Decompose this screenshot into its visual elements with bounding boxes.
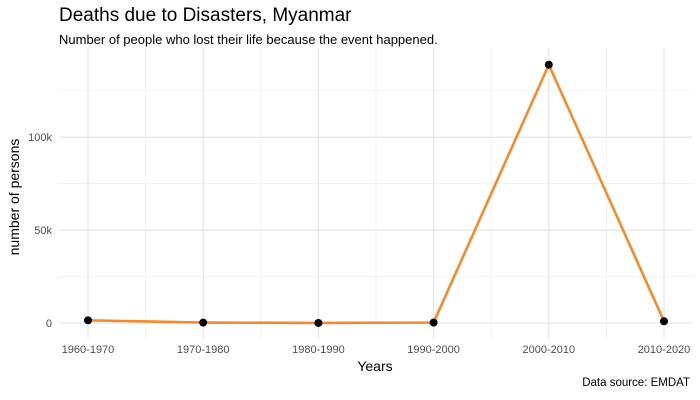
x-tick-label: 2010-2020 xyxy=(638,344,691,356)
x-tick-label: 1970-1980 xyxy=(177,344,230,356)
x-tick-label: 2000-2010 xyxy=(522,344,575,356)
y-tick-label: 100k xyxy=(28,132,52,144)
data-point xyxy=(429,318,438,327)
series-line xyxy=(86,63,666,325)
y-axis-title: number of persons xyxy=(6,139,22,256)
x-tick-label: 1990-2000 xyxy=(407,344,460,356)
x-axis-title: Years xyxy=(357,358,392,374)
data-points xyxy=(84,60,668,327)
data-point xyxy=(314,318,323,327)
data-point xyxy=(84,316,92,325)
y-axis-ticks: 0 50k 100k xyxy=(28,132,52,330)
data-source-caption: Data source: EMDAT xyxy=(582,377,690,389)
x-tick-label: 1980-1990 xyxy=(292,344,345,356)
chart-subtitle: Number of people who lost their life bec… xyxy=(59,32,438,47)
series-line-group xyxy=(86,63,666,325)
data-point xyxy=(660,317,668,326)
data-point xyxy=(544,60,553,69)
chart-title: Deaths due to Disasters, Myanmar xyxy=(59,5,352,26)
data-point xyxy=(199,318,208,327)
x-axis-ticks: 1960-1970 1970-1980 1980-1990 1990-2000 2000… xyxy=(62,344,691,356)
y-tick-label: 0 xyxy=(46,318,52,330)
y-tick-label: 50k xyxy=(34,225,52,237)
grid-lines xyxy=(59,48,692,338)
x-tick-label: 1960-1970 xyxy=(62,344,115,356)
